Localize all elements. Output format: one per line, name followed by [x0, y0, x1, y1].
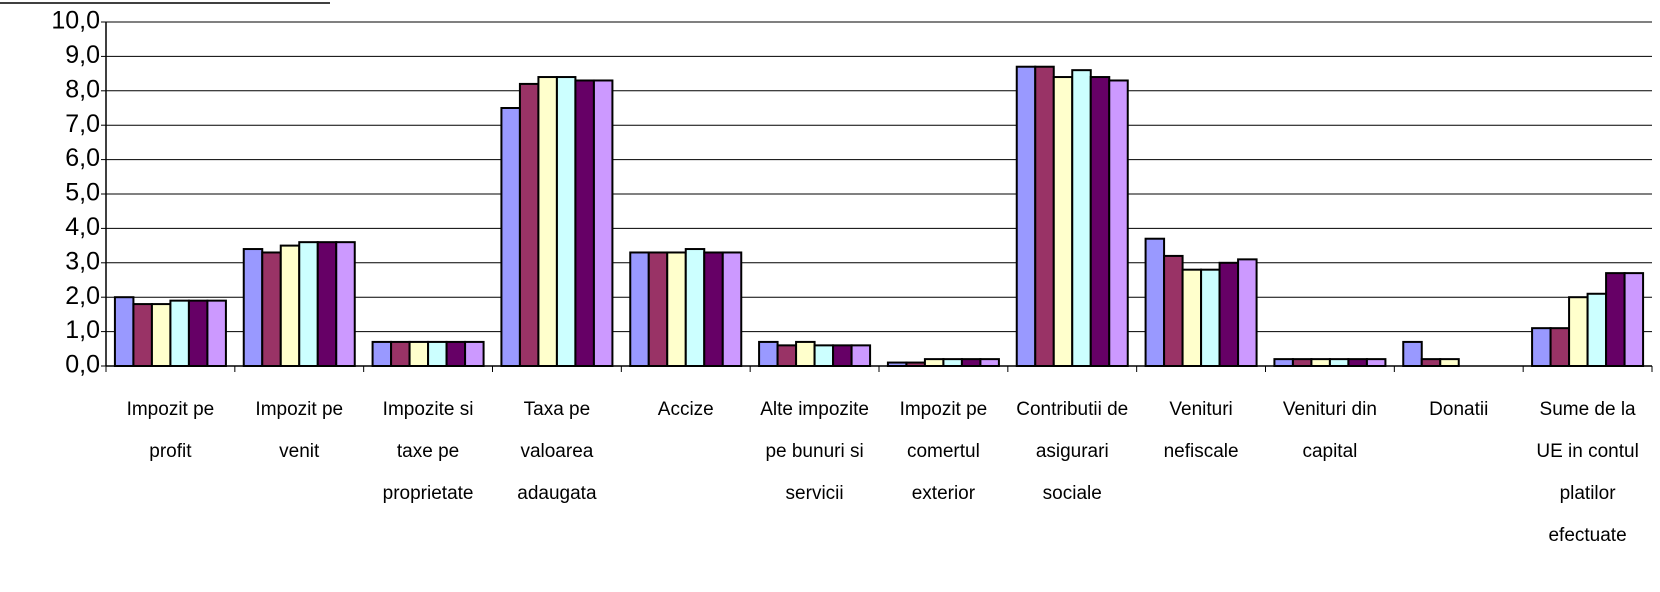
- bar: [1328, 358, 1350, 367]
- x-tick-label: Sume de la UE in contul platilor efectua…: [1536, 399, 1639, 546]
- x-tick-label: Donatii: [1429, 399, 1489, 420]
- bar: [555, 76, 577, 367]
- bar: [169, 299, 190, 368]
- bar: [703, 251, 724, 367]
- bar: [1365, 358, 1387, 367]
- bar: [518, 82, 540, 367]
- bar: [666, 251, 687, 367]
- bar: [942, 358, 963, 367]
- bar: [298, 241, 319, 367]
- bar: [1108, 79, 1129, 367]
- bar: [647, 251, 669, 367]
- bar: [1623, 272, 1645, 367]
- y-tick-label: 1,0: [65, 316, 100, 344]
- bar: [1347, 358, 1368, 367]
- x-tick-label: Impozit pe venit: [255, 399, 344, 462]
- bar: [1015, 65, 1037, 367]
- bar: [206, 299, 227, 368]
- bar: [500, 107, 521, 367]
- bar: [1310, 358, 1331, 367]
- bar: [408, 340, 430, 368]
- y-tick-label: 5,0: [65, 179, 100, 207]
- y-tick-label: 0,0: [65, 351, 100, 379]
- bar: [242, 248, 264, 367]
- bar: [1568, 296, 1589, 368]
- bar: [1071, 69, 1092, 367]
- y-tick-label: 4,0: [65, 213, 100, 241]
- y-tick-label: 10,0: [51, 7, 100, 35]
- x-tick-label: Venituri din capital: [1282, 399, 1377, 462]
- bar: [537, 76, 558, 367]
- bar: [335, 241, 356, 367]
- bar: [1531, 327, 1552, 368]
- bar: [279, 244, 301, 368]
- bar: [574, 79, 595, 367]
- bar: [1549, 327, 1571, 368]
- bar: [923, 358, 945, 367]
- bar: [1273, 358, 1294, 367]
- x-tick-label: Impozit pe profit: [126, 399, 215, 462]
- y-tick-label: 8,0: [65, 75, 100, 103]
- bar: [445, 340, 467, 368]
- y-tick-label: 3,0: [65, 247, 100, 275]
- bar: [684, 248, 706, 367]
- bar: [132, 303, 153, 367]
- x-tick-label: Alte impozite pe bunuri si servicii: [760, 399, 869, 504]
- bar: [1420, 358, 1442, 367]
- y-tick-label: 7,0: [65, 110, 100, 138]
- bar: [832, 344, 853, 367]
- bar: [1439, 358, 1460, 367]
- bar: [758, 340, 779, 368]
- bar: [187, 299, 209, 368]
- bar: [1291, 358, 1313, 367]
- bar: [1237, 258, 1258, 367]
- bar: [979, 358, 1000, 367]
- bar: [721, 251, 743, 367]
- bar: [1089, 76, 1111, 367]
- bar: [1034, 65, 1055, 367]
- bar: [850, 344, 872, 367]
- bar: [261, 251, 282, 367]
- bar: [813, 344, 835, 367]
- bar: [776, 344, 798, 367]
- bar: [427, 340, 448, 368]
- bar: [1586, 292, 1608, 368]
- bar: [371, 340, 393, 368]
- bar: [1163, 254, 1184, 367]
- bar: [1052, 76, 1074, 367]
- bar: [464, 340, 485, 368]
- x-tick-label: Impozit pe comertul exterior: [899, 399, 988, 504]
- bar: [113, 296, 135, 368]
- bar: [150, 303, 172, 367]
- bar: [1181, 268, 1203, 367]
- bar: [960, 358, 982, 367]
- y-tick-label: 9,0: [65, 41, 100, 69]
- bar: [795, 340, 816, 368]
- y-tick-label: 6,0: [65, 144, 100, 172]
- bar: [1605, 272, 1626, 367]
- bar: [1200, 268, 1221, 367]
- bar: [316, 241, 338, 367]
- bar: [390, 340, 411, 368]
- bar: [629, 251, 650, 367]
- x-tick-label: Accize: [657, 399, 714, 420]
- bar: [1402, 340, 1423, 368]
- x-tick-label: Venituri nefiscale: [1163, 399, 1239, 462]
- y-tick-label: 2,0: [65, 282, 100, 310]
- bar: [1144, 237, 1166, 367]
- x-tick-label: Contributii de asigurari sociale: [1016, 399, 1129, 504]
- bar: [1218, 261, 1240, 367]
- x-tick-label: Taxa pe valoarea adaugata: [517, 399, 597, 504]
- bar: [592, 79, 614, 367]
- x-tick-label: Impozite si taxe pe proprietate: [382, 399, 474, 504]
